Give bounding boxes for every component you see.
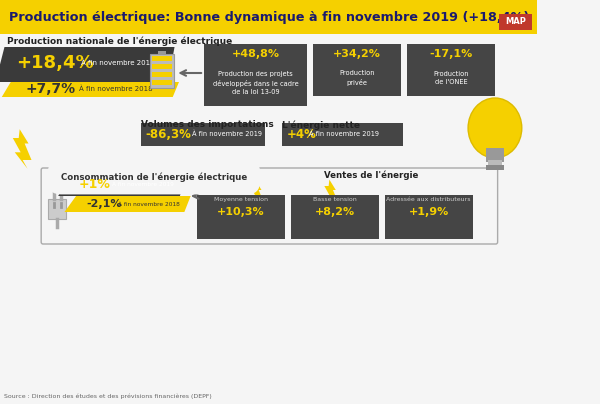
Text: -17,1%: -17,1% bbox=[430, 49, 473, 59]
Bar bbox=[152, 72, 172, 77]
Text: +48,8%: +48,8% bbox=[232, 49, 280, 59]
Bar bbox=[313, 44, 401, 96]
Bar bbox=[407, 44, 495, 96]
Bar bbox=[158, 51, 166, 54]
Text: +8,2%: +8,2% bbox=[314, 207, 355, 217]
Text: L'énergie nette: L'énergie nette bbox=[282, 120, 360, 130]
Text: -86,3%: -86,3% bbox=[145, 128, 191, 141]
Text: MAP: MAP bbox=[505, 17, 526, 27]
Text: Production
de l'ONEE: Production de l'ONEE bbox=[433, 71, 469, 85]
Text: +7,7%: +7,7% bbox=[25, 82, 75, 96]
Bar bbox=[486, 148, 504, 162]
Text: Consommation de l'énergie électrique: Consommation de l'énergie électrique bbox=[61, 172, 247, 181]
Bar bbox=[142, 123, 265, 146]
Bar bbox=[151, 54, 173, 88]
Bar bbox=[152, 80, 172, 85]
Text: Source : Direction des études et des prévisions financières (DEPF): Source : Direction des études et des pré… bbox=[4, 393, 212, 399]
Bar bbox=[291, 195, 379, 239]
Text: À fin novembre 2019: À fin novembre 2019 bbox=[309, 131, 379, 137]
Text: Adressée aux distributeurs: Adressée aux distributeurs bbox=[386, 197, 471, 202]
Text: +4%: +4% bbox=[286, 128, 316, 141]
Bar bbox=[204, 44, 307, 106]
Bar bbox=[197, 195, 284, 239]
Text: Moyenne tension: Moyenne tension bbox=[214, 197, 268, 202]
Polygon shape bbox=[13, 129, 32, 169]
Circle shape bbox=[468, 98, 522, 158]
Bar bbox=[152, 56, 172, 61]
Bar bbox=[152, 64, 172, 69]
Bar bbox=[0, 0, 537, 34]
Polygon shape bbox=[250, 180, 263, 208]
Text: +18,4%: +18,4% bbox=[16, 54, 94, 72]
Text: Production des projets
développés dans le cadre
de la loi 13-09: Production des projets développés dans l… bbox=[212, 71, 298, 95]
Bar bbox=[488, 160, 502, 166]
Text: À fin novembre 2018: À fin novembre 2018 bbox=[79, 86, 152, 92]
Text: À fin novembre 2019: À fin novembre 2019 bbox=[80, 60, 154, 66]
Text: +1%: +1% bbox=[79, 179, 110, 191]
Bar bbox=[499, 14, 532, 30]
Text: À fin novembre 2018: À fin novembre 2018 bbox=[118, 202, 180, 206]
Text: Volumes des importations: Volumes des importations bbox=[142, 120, 274, 129]
Bar bbox=[282, 123, 403, 146]
Text: +34,2%: +34,2% bbox=[333, 49, 381, 59]
Text: +1,9%: +1,9% bbox=[409, 207, 449, 217]
Text: À fin novembre 2019: À fin novembre 2019 bbox=[112, 183, 174, 187]
Text: Production électrique: Bonne dynamique à fin novembre 2019 (+18,4%): Production électrique: Bonne dynamique à… bbox=[9, 11, 529, 23]
Polygon shape bbox=[0, 47, 175, 82]
Bar bbox=[385, 195, 473, 239]
Text: Basse tension: Basse tension bbox=[313, 197, 356, 202]
Text: À fin novembre 2019: À fin novembre 2019 bbox=[193, 131, 262, 137]
Text: Ventes de l'énergie: Ventes de l'énergie bbox=[324, 171, 419, 181]
Text: -2,1%: -2,1% bbox=[86, 199, 121, 209]
Text: Production nationale de l'énergie électrique: Production nationale de l'énergie électr… bbox=[7, 37, 232, 46]
Polygon shape bbox=[64, 196, 191, 212]
Bar bbox=[49, 199, 66, 219]
Polygon shape bbox=[58, 176, 186, 196]
Bar bbox=[486, 165, 504, 170]
Text: Production
privée: Production privée bbox=[340, 70, 375, 86]
Polygon shape bbox=[2, 82, 179, 97]
Text: +10,3%: +10,3% bbox=[217, 207, 265, 217]
Polygon shape bbox=[325, 180, 338, 208]
